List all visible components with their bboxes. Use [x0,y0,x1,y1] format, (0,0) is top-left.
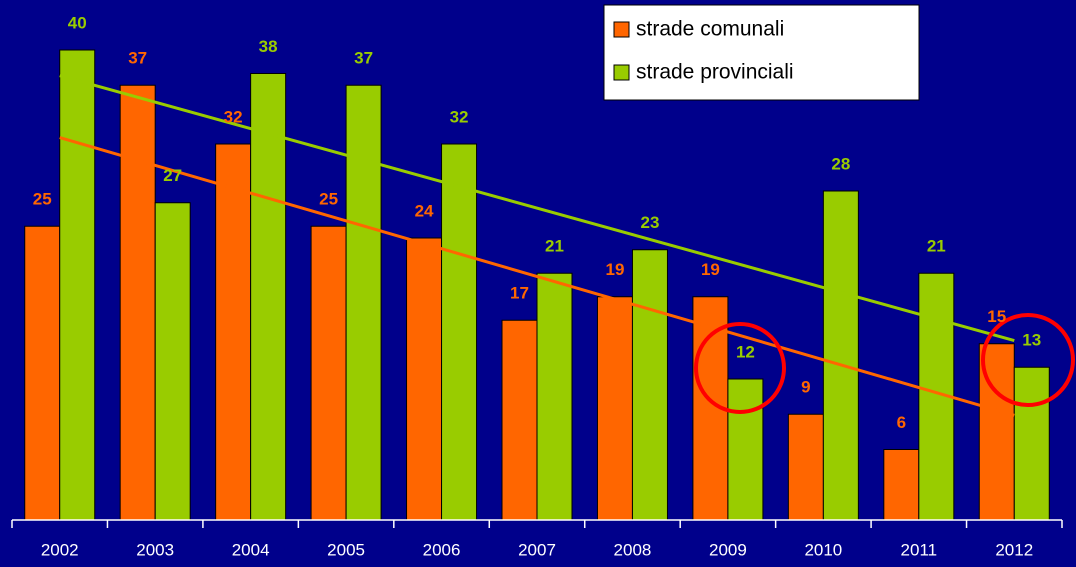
x-tick-label: 2010 [804,540,842,559]
x-tick-label: 2012 [995,540,1033,559]
value-label: 13 [1022,331,1041,350]
highlight-circle [981,313,1075,407]
x-tick-label: 2003 [136,540,174,559]
bar [1013,366,1050,521]
value-label: 19 [701,260,720,279]
x-tick-label: 2008 [614,540,652,559]
value-label: 24 [415,201,434,220]
value-label: 40 [68,13,87,32]
bar [24,225,61,521]
trend-line [59,136,1015,417]
value-label: 9 [801,378,810,397]
legend-label: strade provinciali [636,61,794,84]
value-label: 28 [831,154,850,173]
bar [310,225,347,521]
value-label: 17 [510,284,529,303]
value-label: 32 [450,107,469,126]
bar [406,237,443,521]
value-label: 37 [128,49,147,68]
value-label: 6 [897,413,906,432]
value-label: 37 [354,49,373,68]
value-label: 25 [33,190,52,209]
value-label: 21 [927,237,946,256]
value-label: 23 [640,213,659,232]
x-tick-label: 2007 [518,540,556,559]
bar [441,143,478,521]
bar [250,73,287,521]
value-label: 19 [605,260,624,279]
bar [787,413,824,521]
x-tick-label: 2006 [423,540,461,559]
value-label: 15 [987,307,1006,326]
bar [822,190,859,521]
legend-swatch [613,64,630,81]
bar [59,49,96,521]
x-tick-label: 2002 [41,540,79,559]
legend-swatch [613,21,630,38]
bar [154,202,191,521]
highlight-circle [694,322,786,414]
value-label: 21 [545,237,564,256]
bar [119,84,156,521]
value-label: 38 [259,37,278,56]
legend-label: strade comunali [636,18,784,41]
value-label: 27 [163,166,182,185]
bar [631,249,668,521]
x-tick-label: 2004 [232,540,270,559]
bar [883,449,920,521]
value-label: 32 [224,107,243,126]
x-tick-label: 2011 [901,540,938,559]
bar [345,84,382,521]
bar [501,319,538,521]
bar [536,272,573,521]
bar [596,296,633,521]
x-tick-label: 2005 [327,540,365,559]
bar [727,378,764,521]
value-label: 25 [319,190,338,209]
value-label: 12 [736,342,755,361]
x-tick-label: 2009 [709,540,747,559]
trend-line [59,74,1015,342]
plot-area [24,49,1050,521]
legend [603,4,920,101]
bar [215,143,252,521]
